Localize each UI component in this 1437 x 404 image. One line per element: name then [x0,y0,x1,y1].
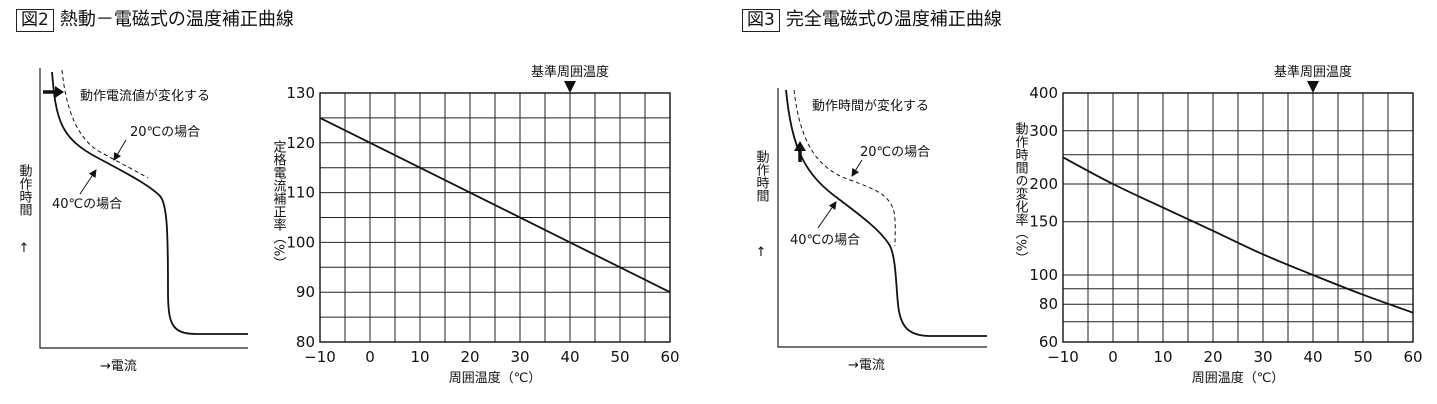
series-line [319,117,671,294]
schematic-3-curve-40c [785,89,987,337]
reference-marker-icon [1307,81,1319,93]
x-tick-label: 10 [410,348,429,366]
schematic-3-label-40c: 40℃の場合 [790,233,860,248]
chart-operating-time-change: −10 0 10 20 30 40 50 60 60 80 100 150 200 300 400 基準周囲温… [1013,64,1423,386]
y-tick-label: 110 [286,184,315,202]
y-tick-label: 200 [1029,175,1058,193]
shift-arrow-2-head-icon [55,86,64,98]
schematic-3-xlabel: →電流 [848,358,885,373]
reference-marker-icon [564,81,576,93]
y-axis-label: 定格電流補正率（%） [271,140,287,269]
y-tick-label: 150 [1029,213,1058,231]
schematic-3-axes [777,88,987,348]
shift-arrow-3-head-icon [794,141,806,151]
plot-frame [319,92,671,343]
schematic-2-label-20c: 20℃の場合 [130,125,200,140]
schematic-3-ylabel: 動作時間 [754,150,770,203]
schematic-3-label-change: 動作時間が変化する [812,98,929,114]
schematic-2-label-change: 動作電流値が変化する [80,88,210,104]
x-tick-label: 40 [560,348,579,366]
y-tick-label: 80 [296,333,315,351]
x-tick-label: 60 [660,348,679,366]
schematic-3-pointer-40c [817,201,837,229]
chart-rated-current-correction: −10 0 10 20 30 40 50 60 80 90 100 110 120 130 基準周囲温度周囲… [271,64,680,386]
schematic-2-pointer-20c [113,139,127,161]
y-tick-label: 130 [286,84,315,102]
schematic-3-ylabel-arrow: ↑ [756,245,767,260]
x-tick-label: 0 [1108,348,1118,366]
schematic-2-ylabel: 動作時間 [17,164,33,217]
figure-2-caption: 熱動－電磁式の温度補正曲線 [59,9,294,30]
y-tick-label: 90 [296,283,315,301]
x-tick-label: 50 [1353,348,1372,366]
y-tick-label: 100 [286,233,315,251]
x-tick-label: −10 [304,348,336,366]
y-tick-label: 100 [1029,266,1058,284]
y-tick-label: 300 [1029,122,1058,140]
schematic-3-pointer-20c [851,159,863,177]
x-tick-label: 50 [610,348,629,366]
x-tick-label: 30 [510,348,529,366]
x-tick-label: 0 [365,348,375,366]
schematic-2-curve-20c [61,69,149,179]
y-tick-label: 80 [1039,295,1058,313]
schematic-2-axes [39,68,248,349]
x-tick-label: 20 [1203,348,1222,366]
figure-3-title: 図3 完全電磁式の温度補正曲線 [742,8,1002,32]
y-tick-label: 400 [1029,84,1058,102]
schematic-2-curve-40c [51,71,248,335]
y-tick-label: 60 [1039,333,1058,351]
x-tick-label: 20 [460,348,479,366]
x-tick-label: 30 [1253,348,1272,366]
y-axis-label: 動作時間の変化率（%） [1013,122,1029,264]
schematic-3-label-20c: 20℃の場合 [860,145,930,160]
schematic-2-label-40c: 40℃の場合 [52,197,122,212]
reference-label: 基準周囲温度 [531,64,609,80]
x-tick-label: −10 [1047,348,1079,366]
x-axis-label: 周囲温度（℃） [1192,370,1285,386]
x-tick-label: 60 [1403,348,1422,366]
x-tick-label: 40 [1303,348,1322,366]
figure-3-caption: 完全電磁式の温度補正曲線 [785,9,1002,30]
schematic-3-curve-20c [793,89,896,247]
y-tick-label: 120 [286,134,315,152]
series-line [1062,156,1414,314]
figure-2-title: 図2 熱動－電磁式の温度補正曲線 [16,8,294,32]
reference-label: 基準周囲温度 [1274,64,1352,80]
figure-2-number: 図2 [16,9,54,32]
schematic-2-pointer-40c [79,169,97,195]
x-tick-label: 10 [1153,348,1172,366]
figure-2-schematic: 動作電流値が変化する 20℃の場合 40℃の場合 動作時間 ↑ →電流 [17,68,248,374]
x-axis-label: 周囲温度（℃） [449,370,542,386]
plot-frame [1062,92,1414,343]
schematic-2-ylabel-arrow: ↑ [19,241,30,256]
figure-3-schematic: 動作時間が変化する 20℃の場合 40℃の場合 動作時間 ↑ →電流 [754,88,987,373]
figure-3-number: 図3 [742,9,780,32]
schematic-2-xlabel: →電流 [100,359,137,374]
